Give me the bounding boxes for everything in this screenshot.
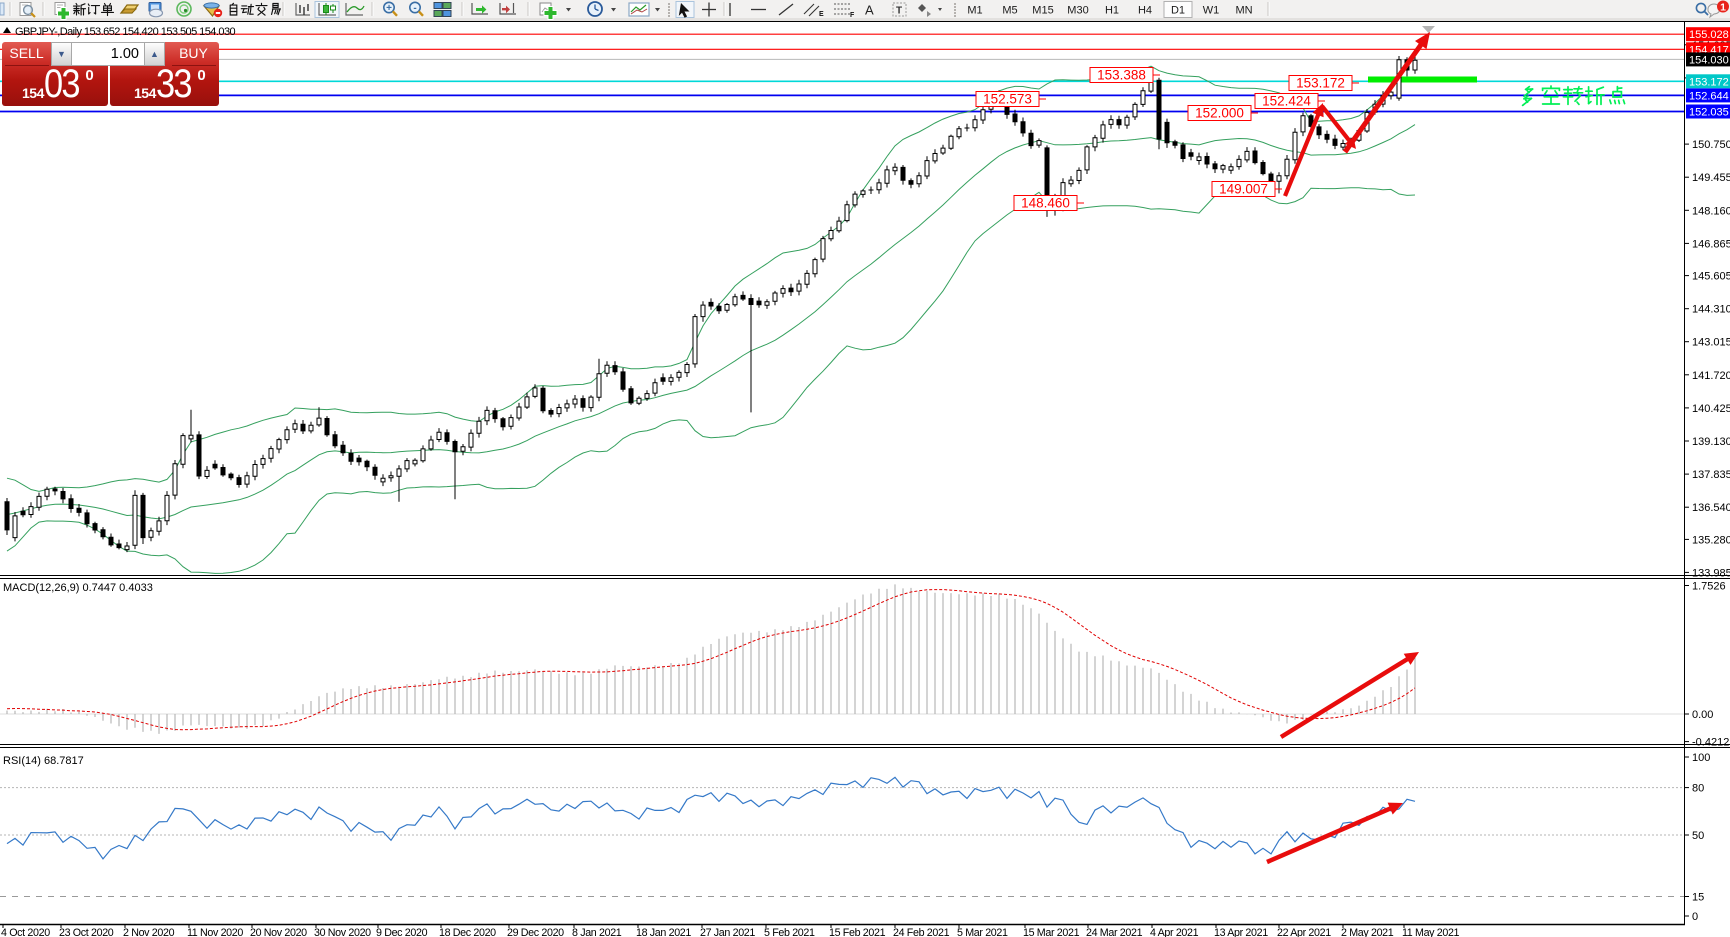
- svg-text:4 Apr 2021: 4 Apr 2021: [1150, 927, 1199, 937]
- svg-text:24 Mar 2021: 24 Mar 2021: [1086, 927, 1143, 937]
- svg-text:M5: M5: [1002, 5, 1017, 17]
- svg-text:W1: W1: [1203, 5, 1220, 17]
- svg-text:136.540: 136.540: [1692, 502, 1730, 514]
- svg-text:100: 100: [1692, 752, 1710, 764]
- svg-text:GBPJPY-,Daily 153.652 154.420: GBPJPY-,Daily 153.652 154.420 153.505 15…: [15, 26, 236, 38]
- svg-text:5 Feb 2021: 5 Feb 2021: [764, 927, 815, 937]
- svg-text:23 Oct 2020: 23 Oct 2020: [59, 927, 114, 937]
- svg-text:24 Feb 2021: 24 Feb 2021: [893, 927, 950, 937]
- svg-text:146.865: 146.865: [1692, 238, 1730, 250]
- svg-text:20 Nov 2020: 20 Nov 2020: [250, 927, 307, 937]
- svg-text:152.573: 152.573: [983, 92, 1032, 107]
- svg-text:1: 1: [1720, 2, 1726, 14]
- svg-text:2 Nov 2020: 2 Nov 2020: [123, 927, 175, 937]
- svg-text:153.172: 153.172: [1689, 76, 1729, 88]
- svg-text:144.310: 144.310: [1692, 304, 1730, 316]
- svg-text:139.130: 139.130: [1692, 436, 1730, 448]
- svg-text:22 Apr 2021: 22 Apr 2021: [1277, 927, 1331, 937]
- svg-text:E: E: [819, 11, 824, 18]
- svg-text:153.172: 153.172: [1296, 76, 1345, 91]
- svg-text:137.835: 137.835: [1692, 469, 1730, 481]
- svg-text:30 Nov 2020: 30 Nov 2020: [314, 927, 371, 937]
- svg-text:143.015: 143.015: [1692, 337, 1730, 349]
- svg-text:154.030: 154.030: [1689, 54, 1729, 66]
- svg-text:H1: H1: [1105, 5, 1119, 17]
- svg-text:150.750: 150.750: [1692, 139, 1730, 151]
- svg-text:0.00: 0.00: [1692, 709, 1713, 721]
- svg-text:RSI(14) 68.7817: RSI(14) 68.7817: [3, 755, 84, 767]
- svg-text:27 Jan 2021: 27 Jan 2021: [700, 927, 755, 937]
- svg-text:15 Mar 2021: 15 Mar 2021: [1023, 927, 1080, 937]
- svg-text:149.007: 149.007: [1219, 182, 1268, 197]
- svg-text:M15: M15: [1032, 5, 1053, 17]
- svg-text:152.424: 152.424: [1262, 94, 1311, 109]
- svg-text:50: 50: [1692, 830, 1704, 842]
- svg-text:15 Feb 2021: 15 Feb 2021: [829, 927, 886, 937]
- svg-text:152.000: 152.000: [1195, 106, 1244, 121]
- svg-text:-: -: [413, 3, 416, 14]
- svg-text:A: A: [865, 3, 874, 18]
- svg-text:148.160: 148.160: [1692, 205, 1730, 217]
- svg-text:80: 80: [1692, 783, 1704, 795]
- svg-text:18 Jan 2021: 18 Jan 2021: [636, 927, 691, 937]
- svg-text:155.028: 155.028: [1689, 29, 1729, 41]
- svg-text:MN: MN: [1235, 5, 1252, 17]
- svg-text:141.720: 141.720: [1692, 370, 1730, 382]
- svg-text:18 Dec 2020: 18 Dec 2020: [439, 927, 496, 937]
- svg-text:M30: M30: [1067, 5, 1088, 17]
- svg-text:H4: H4: [1138, 5, 1152, 17]
- svg-text:135.280: 135.280: [1692, 534, 1730, 546]
- svg-text:4 Oct 2020: 4 Oct 2020: [1, 927, 50, 937]
- svg-text:140.425: 140.425: [1692, 403, 1730, 415]
- svg-text:MACD(12,26,9) 0.7447 0.4033: MACD(12,26,9) 0.7447 0.4033: [3, 582, 153, 594]
- svg-text:133.985: 133.985: [1692, 567, 1730, 579]
- svg-text:+: +: [386, 3, 392, 14]
- svg-text:0: 0: [1692, 911, 1698, 923]
- svg-text:2 May 2021: 2 May 2021: [1341, 927, 1394, 937]
- svg-text:29 Dec 2020: 29 Dec 2020: [507, 927, 564, 937]
- svg-text:153.388: 153.388: [1097, 68, 1146, 83]
- svg-text:148.460: 148.460: [1021, 196, 1070, 211]
- svg-text:152.644: 152.644: [1689, 90, 1729, 102]
- svg-text:15: 15: [1692, 892, 1704, 904]
- svg-text:152.035: 152.035: [1689, 107, 1729, 119]
- svg-text:145.605: 145.605: [1692, 271, 1730, 283]
- svg-text:11 May 2021: 11 May 2021: [1402, 927, 1460, 937]
- svg-text:8 Jan 2021: 8 Jan 2021: [572, 927, 622, 937]
- svg-text:D1: D1: [1171, 5, 1185, 17]
- svg-text:149.455: 149.455: [1692, 172, 1730, 184]
- svg-text:9 Dec 2020: 9 Dec 2020: [376, 927, 428, 937]
- svg-text:F: F: [850, 12, 855, 19]
- svg-text:13 Apr 2021: 13 Apr 2021: [1214, 927, 1268, 937]
- svg-text:1.7526: 1.7526: [1692, 581, 1726, 593]
- svg-text:-0.4212: -0.4212: [1692, 737, 1729, 749]
- svg-text:11 Nov 2020: 11 Nov 2020: [187, 927, 243, 937]
- svg-text:T: T: [896, 6, 902, 17]
- svg-text:5 Mar 2021: 5 Mar 2021: [957, 927, 1008, 937]
- svg-text:M1: M1: [967, 5, 982, 17]
